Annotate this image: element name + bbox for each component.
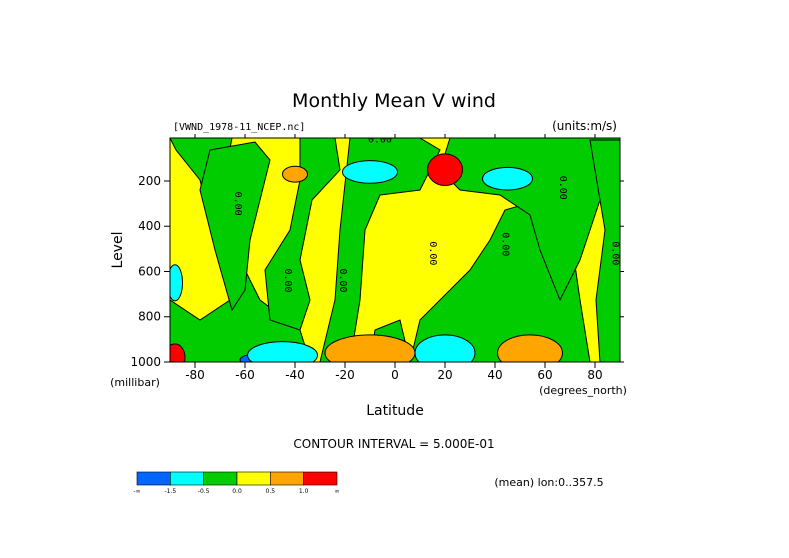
y-axis-units: (millibar) — [110, 376, 160, 389]
colorbar-tick-label: 0.5 — [266, 488, 276, 495]
dataset-label: [VWND_1978-11_NCEP.nc] — [173, 122, 305, 133]
mean-lon-label: (mean) lon:0..357.5 — [494, 476, 603, 489]
colorbar-tick-label: 1.0 — [299, 488, 309, 495]
negative-wind-band — [319, 138, 441, 362]
y-tick-label: 200 — [138, 174, 161, 188]
x-tick-label: -20 — [335, 368, 355, 382]
negative-wind-band — [264, 138, 341, 331]
colorbar-swatch — [270, 471, 304, 486]
y-axis-label: Level — [110, 232, 126, 269]
zero-contour-label: 0.00 — [368, 135, 392, 146]
zero-contour-label: 0.00 — [500, 232, 511, 256]
zero-contour-label: 0.00 — [232, 192, 243, 216]
zero-contour-label: 0.00 — [610, 241, 621, 265]
x-tick-label: 40 — [487, 368, 502, 382]
zero-contour-labels: 0.00 0.00 0.00 0.00 0.00 0.00 0.00 0.00 — [232, 135, 621, 293]
colorbar-tick-label: 0.0 — [232, 488, 242, 495]
colorbar-tick-label: ∞ — [335, 488, 340, 495]
y-axis: 200 400 600 800 1000 — [130, 174, 624, 369]
wind-features — [170, 153, 563, 362]
y-tick-label: 1000 — [130, 355, 161, 369]
x-axis-units: (degrees_north) — [539, 384, 627, 397]
feature-negative-upper — [482, 166, 533, 191]
units-label: (units:m/s) — [552, 119, 617, 133]
zero-contour-label: 0.00 — [427, 241, 438, 265]
x-tick-label: -80 — [185, 368, 205, 382]
zero-contour-label: 0.00 — [282, 268, 293, 292]
x-tick-label: 80 — [587, 368, 602, 382]
negative-wind-band — [199, 141, 271, 312]
colorbar: -∞ -1.5 -0.5 0.0 0.5 1.0 ∞ — [133, 471, 340, 495]
feature-positive — [324, 334, 416, 362]
feature-negative — [170, 264, 183, 302]
feature-strong-positive — [170, 343, 186, 362]
colorbar-tick-label: -∞ — [133, 488, 140, 495]
feature-positive — [497, 334, 563, 362]
x-tick-label: 20 — [437, 368, 452, 382]
colorbar-swatch — [203, 471, 238, 486]
x-tick-label: -60 — [235, 368, 255, 382]
negative-wind-band — [589, 139, 620, 362]
contour-interval-label: CONTOUR INTERVAL = 5.000E-01 — [293, 437, 494, 451]
colorbar-swatch — [303, 471, 338, 486]
y-tick-label: 400 — [138, 219, 161, 233]
feature-positive-upper — [427, 153, 463, 187]
feature-negative — [247, 341, 318, 362]
colorbar-swatch — [236, 471, 271, 486]
y-tick-label: 600 — [138, 264, 161, 278]
feature-negative-upper — [342, 160, 398, 184]
zero-contour-label: 0.00 — [337, 268, 348, 292]
colorbar-tick-label: -0.5 — [198, 488, 210, 495]
colorbar-tick-label: -1.5 — [164, 488, 176, 495]
contour-plot-area: 0.00 0.00 0.00 0.00 0.00 0.00 0.00 0.00 — [170, 135, 621, 362]
x-axis: -80 -60 -40 -20 0 20 40 60 80 — [185, 134, 603, 382]
x-axis-label: Latitude — [366, 403, 424, 419]
colorbar-swatch — [136, 471, 171, 486]
feature-negative — [414, 334, 476, 362]
x-tick-label: -40 — [285, 368, 305, 382]
feature-positive-upper — [282, 165, 308, 183]
x-tick-label: 60 — [537, 368, 552, 382]
x-tick-label: 0 — [391, 368, 399, 382]
colorbar-swatch — [170, 471, 204, 486]
zero-contour-label: 0.00 — [557, 176, 568, 200]
chart-title: Monthly Mean V wind — [292, 90, 496, 112]
y-tick-label: 800 — [138, 310, 161, 324]
